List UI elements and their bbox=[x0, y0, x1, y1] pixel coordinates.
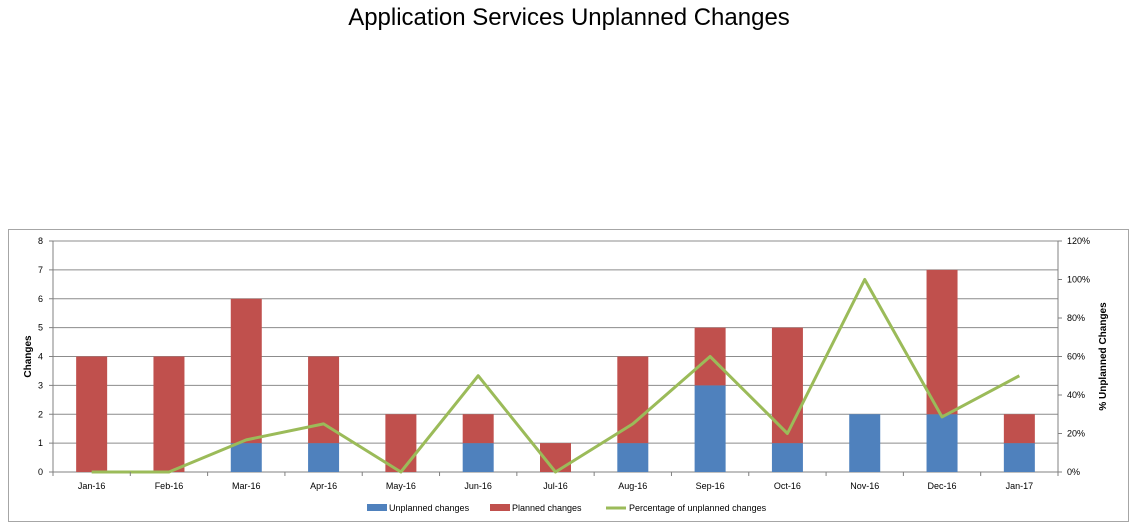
y-tick-label: 0 bbox=[38, 467, 43, 477]
y2-tick-label: 100% bbox=[1067, 275, 1090, 285]
y-tick-label: 1 bbox=[38, 438, 43, 448]
x-tick-label: Apr-16 bbox=[310, 481, 337, 491]
bar-planned bbox=[153, 356, 185, 472]
bar-unplanned bbox=[230, 443, 262, 472]
y2-tick-label: 80% bbox=[1067, 313, 1085, 323]
legend-swatch bbox=[367, 504, 387, 511]
x-tick-label: Aug-16 bbox=[618, 481, 647, 491]
bars bbox=[76, 269, 1035, 472]
x-tick-label: Dec-16 bbox=[928, 481, 957, 491]
percentage-line bbox=[91, 278, 1021, 474]
bar-unplanned bbox=[771, 443, 803, 472]
chart-title: Application Services Unplanned Changes bbox=[348, 4, 790, 31]
x-tick-label: Jan-16 bbox=[78, 481, 106, 491]
bar-planned bbox=[926, 269, 958, 415]
legend: Unplanned changes Planned changes Percenta… bbox=[367, 503, 767, 513]
axes: 0123456780%20%40%60%80%100%120%Changes% … bbox=[23, 236, 1109, 491]
x-tick-label: Mar-16 bbox=[232, 481, 261, 491]
x-tick-label: Sep-16 bbox=[696, 481, 725, 491]
bar-planned bbox=[76, 356, 108, 472]
bar-unplanned bbox=[849, 414, 881, 472]
legend-label: Percentage of unplanned changes bbox=[629, 503, 767, 513]
bar-unplanned bbox=[926, 414, 958, 472]
bar-unplanned bbox=[617, 443, 649, 472]
y2-axis-title: % Unplanned Changes bbox=[1098, 302, 1109, 411]
bar-planned bbox=[462, 414, 494, 444]
x-tick-label: Oct-16 bbox=[774, 481, 801, 491]
x-tick-label: Jun-16 bbox=[464, 481, 492, 491]
bar-planned bbox=[1003, 414, 1035, 444]
bar-unplanned bbox=[462, 443, 494, 472]
legend-label: Planned changes bbox=[512, 503, 582, 513]
y-tick-label: 6 bbox=[38, 294, 43, 304]
y-axis-title: Changes bbox=[23, 335, 34, 378]
x-tick-label: Jan-17 bbox=[1006, 481, 1034, 491]
bar-planned bbox=[385, 414, 417, 472]
y-tick-label: 8 bbox=[38, 236, 43, 246]
y-tick-label: 3 bbox=[38, 380, 43, 390]
legend-label: Unplanned changes bbox=[389, 503, 470, 513]
y-tick-label: 7 bbox=[38, 265, 43, 275]
bar-planned bbox=[230, 298, 262, 444]
bar-planned bbox=[771, 327, 803, 444]
y2-tick-label: 40% bbox=[1067, 390, 1085, 400]
percentage-line-path bbox=[91, 278, 1021, 474]
y2-tick-label: 60% bbox=[1067, 352, 1085, 362]
y2-tick-label: 120% bbox=[1067, 236, 1090, 246]
y2-tick-label: 20% bbox=[1067, 429, 1085, 439]
x-tick-label: Jul-16 bbox=[543, 481, 568, 491]
x-tick-label: May-16 bbox=[386, 481, 416, 491]
y-tick-label: 5 bbox=[38, 323, 43, 333]
bar-unplanned bbox=[1003, 443, 1035, 472]
chart-frame bbox=[8, 229, 1129, 522]
bar-unplanned bbox=[308, 443, 340, 472]
x-tick-label: Feb-16 bbox=[155, 481, 184, 491]
y-tick-label: 4 bbox=[38, 352, 43, 362]
legend-swatch bbox=[490, 504, 510, 511]
y-tick-label: 2 bbox=[38, 409, 43, 419]
bar-unplanned bbox=[694, 385, 726, 472]
x-tick-label: Nov-16 bbox=[850, 481, 879, 491]
y2-tick-label: 0% bbox=[1067, 467, 1080, 477]
